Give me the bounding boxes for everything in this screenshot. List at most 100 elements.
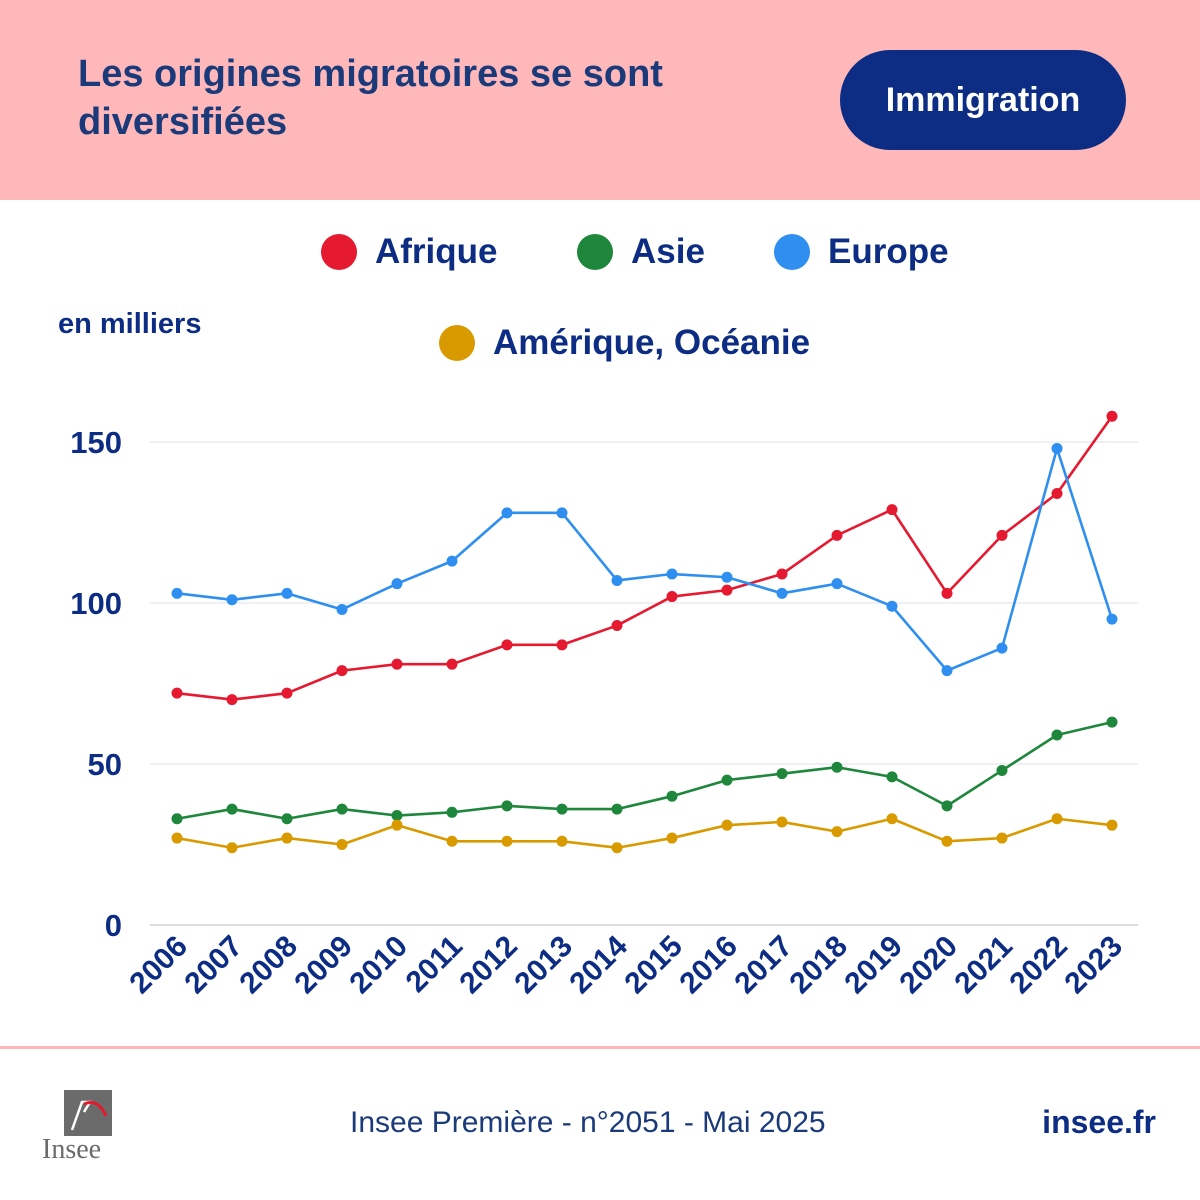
x-tick-label: 2018 [783,930,854,1001]
x-tick-label: 2016 [673,930,744,1001]
data-point-afrique [501,639,513,651]
data-point-europe [556,507,568,519]
data-point-asie [941,800,953,812]
data-point-asie [446,806,458,818]
x-tick-label: 2007 [178,930,249,1001]
x-tick-label: 2010 [343,930,414,1001]
x-tick-label: 2006 [123,930,194,1001]
header-banner: Les origines migratoires se sont diversi… [0,0,1200,200]
x-tick-label: 2022 [1003,930,1074,1001]
data-point-amerique-oceanie [446,835,458,847]
data-point-europe [281,587,293,599]
data-point-asie [556,803,568,815]
series-line-asie [176,720,1113,821]
data-point-afrique [611,620,623,632]
data-point-afrique [171,687,183,699]
data-point-afrique [446,658,458,670]
x-tick-label: 2015 [618,930,689,1001]
data-point-asie [831,761,843,773]
immigration-badge[interactable]: Immigration [840,50,1126,150]
data-point-europe [721,571,733,583]
data-point-afrique [776,568,788,580]
legend-item-afrique: Afrique [321,232,498,272]
data-point-amerique-oceanie [556,835,568,847]
data-point-afrique [666,591,678,603]
page-title: Les origines migratoires se sont diversi… [78,53,663,143]
data-point-asie [721,774,733,786]
data-point-europe [996,642,1008,654]
legend-label-asie: Asie [631,232,705,271]
x-tick-label: 2014 [563,929,634,1000]
data-point-amerique-oceanie [226,842,238,854]
data-point-europe [831,578,843,590]
data-point-europe [171,587,183,599]
x-tick-label: 2011 [400,930,469,999]
data-point-asie [886,771,898,783]
data-point-asie [281,813,293,825]
data-point-europe [611,574,623,586]
data-point-afrique [996,529,1008,541]
data-point-europe [666,568,678,580]
x-tick-label: 2008 [233,930,304,1001]
y-tick-label: 150 [70,425,122,460]
legend-item-amerique-oceanie: Amérique, Océanie [439,323,810,363]
legend-dot-afrique [321,234,357,270]
data-point-amerique-oceanie [666,832,678,844]
data-point-amerique-oceanie [831,826,843,838]
x-tick-label: 2012 [453,930,524,1001]
data-point-europe [1106,613,1118,625]
data-point-afrique [391,658,403,670]
series-line-amerique-oceanie [176,817,1113,850]
data-point-amerique-oceanie [611,842,623,854]
data-point-asie [666,790,678,802]
data-point-amerique-oceanie [1051,813,1063,825]
data-point-europe [776,587,788,599]
data-point-europe [886,600,898,612]
data-point-asie [171,813,183,825]
data-point-asie [501,800,513,812]
data-point-afrique [1106,410,1118,422]
data-point-amerique-oceanie [281,832,293,844]
data-point-amerique-oceanie [996,832,1008,844]
insee-logo-mark [64,1090,112,1136]
footer-divider [0,1046,1200,1049]
insee-logo-text: Insee [42,1134,102,1165]
data-point-amerique-oceanie [501,835,513,847]
x-tick-label: 2021 [948,930,1019,1001]
data-point-amerique-oceanie [391,819,403,831]
legend-dot-amerique-oceanie [439,325,475,361]
series-line-afrique [176,415,1114,701]
data-point-europe [391,578,403,590]
legend-item-europe: Europe [774,232,949,272]
legend-item-asie: Asie [577,232,705,272]
x-tick-label: 2023 [1058,930,1129,1001]
insee-logo: Insee [42,1090,114,1166]
data-point-asie [1106,716,1118,728]
data-point-afrique [226,694,238,706]
data-point-asie [336,803,348,815]
x-tick-label: 2009 [288,930,359,1001]
data-point-europe [501,507,513,519]
data-point-amerique-oceanie [336,839,348,850]
legend-dot-europe [774,234,810,270]
y-tick-label: 50 [88,747,122,782]
line-chart: 0501001502006200720082009201020112012201… [70,410,1138,1001]
data-point-afrique [941,587,953,599]
x-tick-label: 2017 [728,930,799,1001]
unit-label: en milliers [58,308,202,340]
x-tick-label: 2020 [893,930,964,1001]
footer-source: Insee Première - n°2051 - Mai 2025 [350,1106,826,1139]
data-point-europe [446,555,458,567]
data-point-amerique-oceanie [1106,819,1118,831]
footer-site-link[interactable]: insee.fr [1042,1104,1156,1140]
legend-label-afrique: Afrique [375,232,498,271]
data-point-asie [226,803,238,815]
data-point-asie [1051,729,1063,741]
legend-dot-asie [577,234,613,270]
y-tick-label: 0 [105,908,122,943]
data-point-europe [336,603,348,615]
x-tick-label: 2019 [838,930,909,1001]
data-point-amerique-oceanie [721,819,733,831]
data-point-asie [391,810,403,822]
data-point-afrique [831,529,843,541]
